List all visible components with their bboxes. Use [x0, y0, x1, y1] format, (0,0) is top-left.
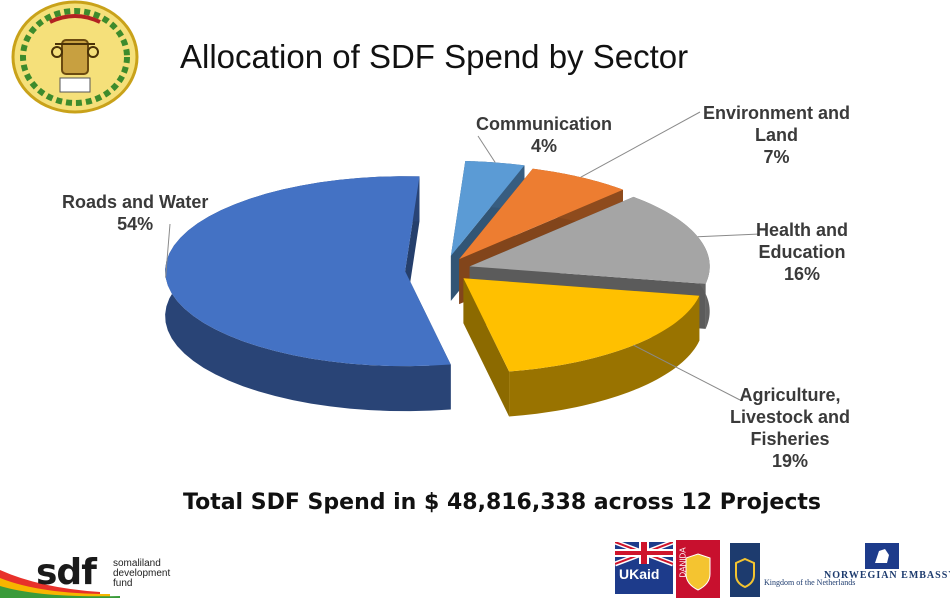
leader-line-agriculture-livestock-fisheries — [633, 344, 741, 401]
pie-slice-side-agriculture-livestock-fisheries — [463, 278, 510, 417]
data-label-health-education: Health and Education 16% — [756, 220, 849, 284]
netherlands-logo-text: Kingdom of the Netherlands — [764, 578, 856, 587]
somaliland-coat-of-arms-icon — [11, 0, 139, 114]
pie-slice-top-roads-water — [165, 176, 451, 367]
leader-line-health-education — [697, 233, 761, 238]
danida-logo-text: DANIDA — [678, 547, 688, 578]
leader-line-communication — [477, 135, 496, 163]
leader-line-environment-land — [580, 111, 701, 178]
data-label-environment: Environment and Land 7% — [703, 103, 851, 167]
pie-slice-edge-agriculture-livestock-fisheries — [509, 295, 700, 417]
dutch-crest-icon — [730, 543, 760, 597]
data-label-agriculture: Agriculture, Livestock and Fisheries 19% — [730, 385, 851, 471]
sdf-swoosh-icon — [0, 570, 120, 598]
pie-slice-top-agriculture-livestock-fisheries — [463, 278, 700, 372]
danish-crest-icon — [676, 540, 720, 598]
pie-slice-agriculture-livestock-fisheries — [463, 278, 700, 417]
total-spend-caption: Total SDF Spend in $ 48,816,338 across 1… — [183, 490, 821, 515]
pie-chart — [165, 111, 761, 417]
pie-slice-top-environment-land — [459, 168, 623, 260]
norway-logo-text: NORWEGIAN EMBASSY — [824, 570, 950, 581]
ukaid-logo-text: UKaid — [619, 566, 660, 582]
data-label-roads-water: Roads and Water 54% — [62, 192, 209, 234]
sdf-logo-word: sdf — [36, 552, 97, 593]
norwegian-lion-icon — [865, 543, 899, 569]
pie-slice-roads-water — [165, 176, 451, 412]
sdf-logo-subtitle: somaliland development fund — [113, 558, 171, 589]
data-label-communication: Communication 4% — [476, 114, 613, 156]
union-flag-icon — [615, 542, 673, 594]
pie-slice-top-communication — [450, 161, 525, 256]
page-title: Allocation of SDF Spend by Sector — [180, 38, 689, 75]
pie-slice-top-health-education — [469, 196, 710, 284]
leader-line-roads-water — [165, 223, 171, 278]
